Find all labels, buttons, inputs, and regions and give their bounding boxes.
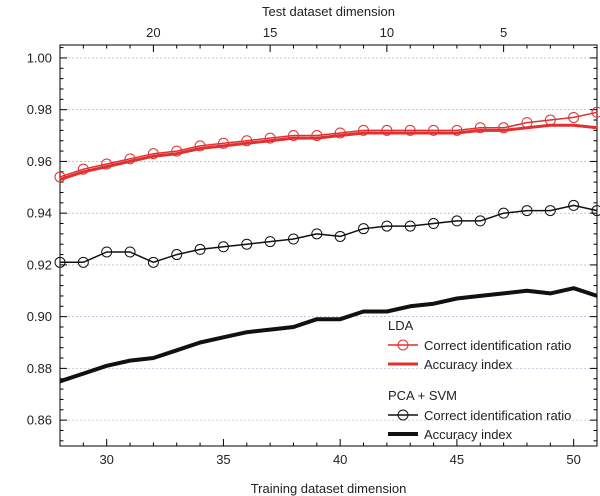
x-tick-label: 45 xyxy=(450,452,464,467)
data-point xyxy=(311,130,323,142)
data-point xyxy=(217,137,229,149)
data-point xyxy=(264,236,276,248)
y-tick-label: 0.98 xyxy=(27,102,52,117)
data-point xyxy=(474,122,486,134)
legend-entry-label: Correct identification ratio xyxy=(424,338,571,353)
data-point xyxy=(451,124,463,136)
data-point xyxy=(124,246,136,258)
x2-tick-label: 5 xyxy=(500,25,507,40)
x2-tick-label: 20 xyxy=(146,25,160,40)
grid xyxy=(60,57,597,421)
data-point xyxy=(568,111,580,123)
data-point xyxy=(591,205,600,217)
legend-entry-label: Correct identification ratio xyxy=(424,408,571,423)
data-point xyxy=(241,238,253,250)
data-point xyxy=(334,230,346,242)
data-point xyxy=(101,246,113,258)
data-point xyxy=(358,223,370,235)
legend-group-title: PCA + SVM xyxy=(388,388,457,403)
y-tick-label: 0.90 xyxy=(27,309,52,324)
data-point xyxy=(428,218,440,230)
data-point xyxy=(521,205,533,217)
legend-entry-label: Accuracy index xyxy=(424,357,513,372)
data-point xyxy=(498,207,510,219)
series-3 xyxy=(59,286,598,384)
data-point xyxy=(498,122,510,134)
y-tick-label: 0.88 xyxy=(27,361,52,376)
series-line xyxy=(59,111,598,178)
data-point xyxy=(147,256,159,268)
y-tick-label: 0.92 xyxy=(27,257,52,272)
data-point xyxy=(544,205,556,217)
series-1 xyxy=(59,123,598,181)
data-point xyxy=(428,124,440,136)
data-point xyxy=(241,135,253,147)
x-axis-title: Training dataset dimension xyxy=(251,481,407,496)
x2-tick-label: 10 xyxy=(380,25,394,40)
series-line xyxy=(60,204,598,264)
data-point xyxy=(358,124,370,136)
legend-group-title: LDA xyxy=(388,318,414,333)
data-point xyxy=(474,215,486,227)
data-point xyxy=(568,199,580,211)
x2-tick-label: 15 xyxy=(263,25,277,40)
data-point xyxy=(404,220,416,232)
x-tick-label: 40 xyxy=(333,452,347,467)
data-point xyxy=(194,243,206,255)
data-point xyxy=(194,140,206,152)
legend-swatch-marker xyxy=(397,339,409,351)
data-point xyxy=(334,127,346,139)
data-point xyxy=(311,228,323,240)
data-point xyxy=(54,256,66,268)
data-point xyxy=(451,215,463,227)
data-point xyxy=(404,124,416,136)
data-point xyxy=(77,256,89,268)
plot-frame xyxy=(59,44,598,447)
data-point xyxy=(217,241,229,253)
series-line xyxy=(59,286,598,384)
y-tick-label: 0.86 xyxy=(27,413,52,428)
data-point xyxy=(171,249,183,261)
x-tick-label: 35 xyxy=(216,452,230,467)
data-point xyxy=(287,130,299,142)
data-point xyxy=(381,124,393,136)
y-tick-label: 0.96 xyxy=(27,154,52,169)
x-tick-label: 50 xyxy=(566,452,580,467)
y-tick-label: 1.00 xyxy=(27,50,52,65)
x-tick-label: 30 xyxy=(99,452,113,467)
data-point xyxy=(147,148,159,160)
data-point xyxy=(591,106,600,118)
series-layer xyxy=(54,106,600,384)
legend-swatch-marker xyxy=(397,409,409,421)
legend-entry-label: Accuracy index xyxy=(424,427,513,442)
top-axis-title: Test dataset dimension xyxy=(262,4,395,19)
series-0 xyxy=(54,106,600,183)
series-2 xyxy=(54,199,600,268)
y-tick-label: 0.94 xyxy=(27,206,52,221)
legend: LDA Correct identification ratio Accuracy … xyxy=(388,318,571,442)
series-line xyxy=(59,123,598,181)
data-point xyxy=(264,132,276,144)
data-point xyxy=(287,233,299,245)
axis-ticks: 0.86 0.88 0.90 0.92 0.94 0.96 0.98 1.00 30 35 40 45… xyxy=(27,25,598,467)
data-point xyxy=(381,220,393,232)
